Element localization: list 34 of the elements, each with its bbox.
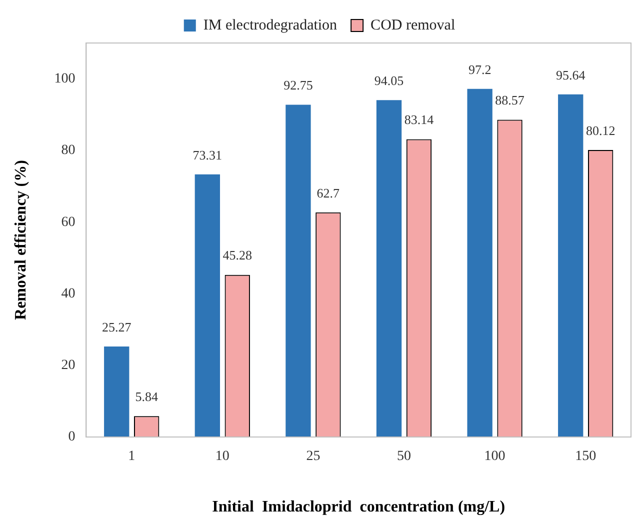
data-label: 73.31 — [192, 147, 222, 162]
bar — [104, 346, 130, 437]
y-tick-label: 0 — [68, 430, 76, 445]
data-label: 83.14 — [404, 112, 434, 128]
data-label: 95.64 — [556, 67, 586, 82]
y-tick-label: 20 — [61, 358, 76, 374]
x-tick-label: 100 — [484, 449, 506, 464]
data-label: 45.28 — [222, 248, 252, 263]
x-axis-title: Initial Imidacloprid concentration (mg/L) — [212, 498, 506, 516]
legend-label: COD removal — [370, 17, 456, 34]
bar — [376, 100, 402, 437]
bar — [286, 104, 311, 437]
y-tick-label: 60 — [61, 214, 76, 230]
x-tick-label: 10 — [215, 449, 230, 464]
data-label: 62.7 — [316, 185, 340, 200]
bar — [194, 174, 220, 437]
x-tick-label: 1 — [128, 449, 136, 464]
data-label: 5.84 — [135, 389, 158, 404]
y-tick-label: 100 — [54, 71, 76, 86]
data-label: 92.75 — [284, 78, 313, 93]
data-label: 25.27 — [102, 319, 132, 334]
data-label: 80.12 — [586, 122, 616, 138]
y-tick-label: 40 — [61, 286, 76, 302]
data-label: 88.57 — [495, 92, 525, 108]
legend-label: IM electrodegradation — [203, 17, 338, 34]
y-axis-title: Removal efficiency (%) — [12, 160, 30, 320]
bar — [467, 88, 492, 437]
x-tick-label: 50 — [397, 449, 411, 464]
x-tick-label: 25 — [306, 449, 320, 464]
y-tick-label: 80 — [61, 143, 76, 158]
x-tick-label: 150 — [575, 449, 596, 464]
bar — [558, 94, 584, 437]
data-label: 94.05 — [374, 73, 404, 88]
data-label: 97.2 — [468, 62, 492, 77]
